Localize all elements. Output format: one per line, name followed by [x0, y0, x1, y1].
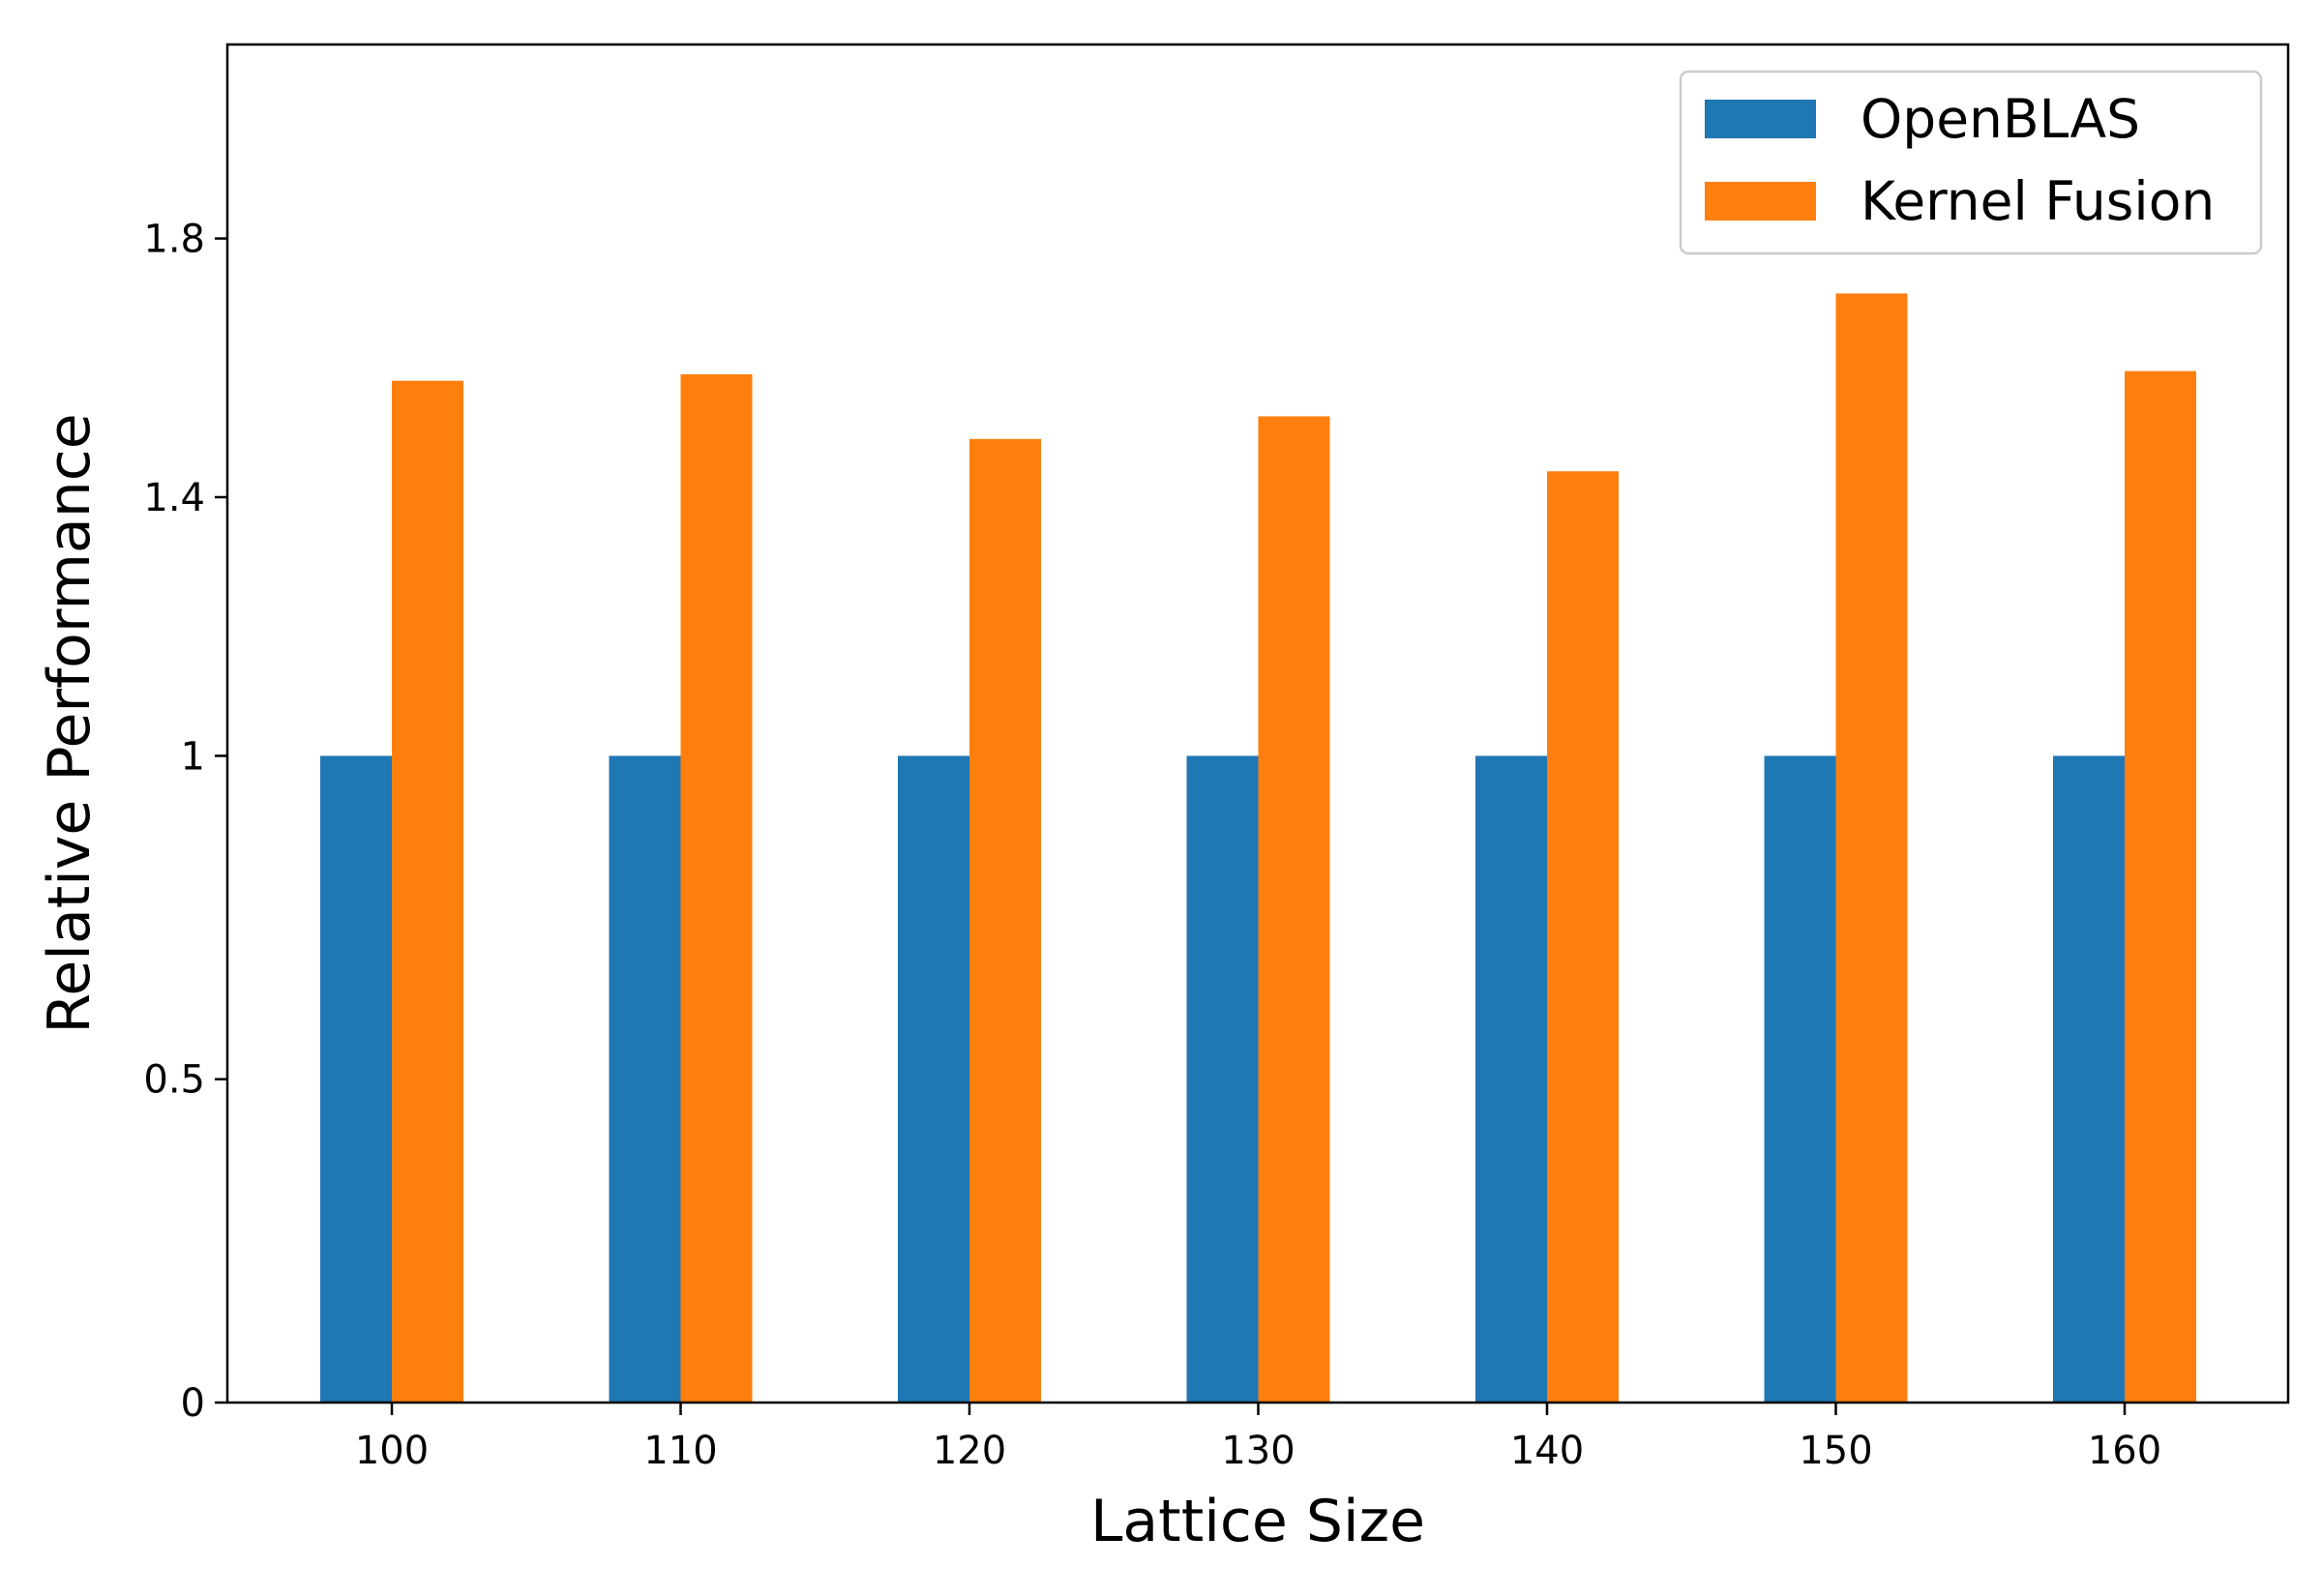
- legend-swatch-openblas: [1705, 100, 1816, 138]
- legend-label: OpenBLAS: [1861, 88, 2140, 150]
- bar-openblas-130: [1186, 755, 1259, 1403]
- y-tick-label: 0.5: [143, 1058, 205, 1103]
- legend-swatch-kernel-fusion: [1705, 182, 1816, 221]
- bar-kernel-fusion-100: [392, 380, 463, 1404]
- legend: OpenBLAS Kernel Fusion: [1679, 70, 2263, 255]
- legend-label: Kernel Fusion: [1861, 170, 2215, 232]
- bar-kernel-fusion-130: [1258, 416, 1330, 1403]
- bar-kernel-fusion-150: [1835, 293, 1908, 1403]
- bar-openblas-160: [2053, 755, 2125, 1403]
- x-tick-label: 100: [355, 1429, 429, 1473]
- x-tick-label: 130: [1221, 1429, 1295, 1473]
- bar-openblas-140: [1475, 755, 1547, 1403]
- bar-openblas-150: [1764, 755, 1836, 1403]
- bar-kernel-fusion-110: [680, 373, 753, 1403]
- legend-box: [1679, 70, 2263, 255]
- bar-openblas-120: [898, 755, 969, 1403]
- y-tick-label: 1: [181, 734, 205, 779]
- x-tick-label: 150: [1799, 1429, 1872, 1473]
- x-axis-title: Lattice Size: [1090, 1488, 1425, 1555]
- bar-openblas-100: [320, 755, 392, 1403]
- x-tick-label: 120: [933, 1429, 1006, 1473]
- x-tick-label: 110: [643, 1429, 717, 1473]
- x-tick-label: 140: [1510, 1429, 1584, 1473]
- bar-openblas-110: [609, 755, 681, 1403]
- bars-group: [320, 293, 2196, 1404]
- x-tick-label: 160: [2088, 1429, 2161, 1473]
- y-tick-label: 1.8: [143, 218, 205, 262]
- y-axis: 0 0.5 1 1.4 1.8: [143, 218, 227, 1426]
- bar-kernel-fusion-140: [1547, 471, 1619, 1403]
- y-tick-label: 0: [181, 1381, 205, 1426]
- bar-kernel-fusion-120: [969, 438, 1041, 1403]
- x-axis: 100 110 120 130 140 150 160: [355, 1403, 2161, 1473]
- y-axis-title: Relative Performance: [36, 413, 104, 1033]
- bar-kernel-fusion-160: [2125, 370, 2196, 1404]
- y-tick-label: 1.4: [143, 476, 205, 520]
